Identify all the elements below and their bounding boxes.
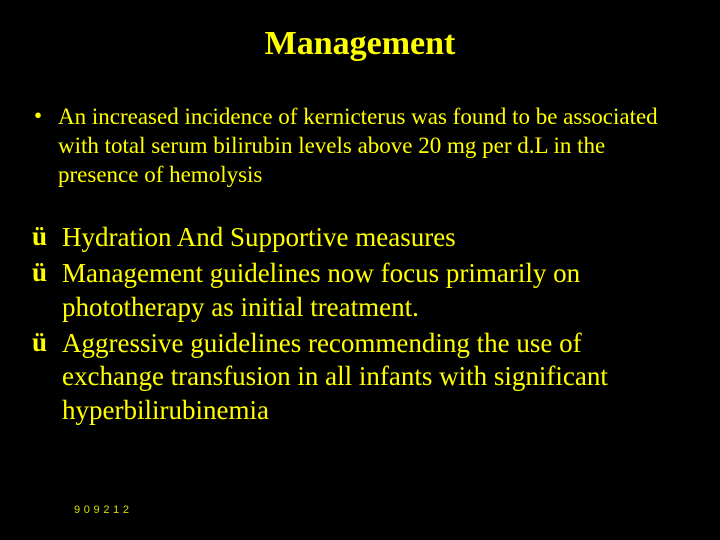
slide-title: Management <box>30 25 690 63</box>
check-icon: ü <box>30 221 62 252</box>
check-icon: ü <box>30 257 62 288</box>
check-text: Aggressive guidelines recommending the u… <box>62 327 690 428</box>
check-text: Management guidelines now focus primaril… <box>62 257 690 325</box>
check-text: Hydration And Supportive measures <box>62 221 690 255</box>
check-item-3: ü Aggressive guidelines recommending the… <box>30 327 690 428</box>
footer-label: 9 0 9 2 1 2 <box>74 504 129 516</box>
bullet-item: • An increased incidence of kernicterus … <box>30 103 690 189</box>
bullet-marker: • <box>30 103 58 129</box>
check-item-2: ü Management guidelines now focus primar… <box>30 257 690 325</box>
bullet-text: An increased incidence of kernicterus wa… <box>58 103 690 189</box>
slide-container: Management • An increased incidence of k… <box>0 0 720 450</box>
check-list: ü Hydration And Supportive measures ü Ma… <box>30 221 690 428</box>
check-item-1: ü Hydration And Supportive measures <box>30 221 690 255</box>
check-icon: ü <box>30 327 62 358</box>
